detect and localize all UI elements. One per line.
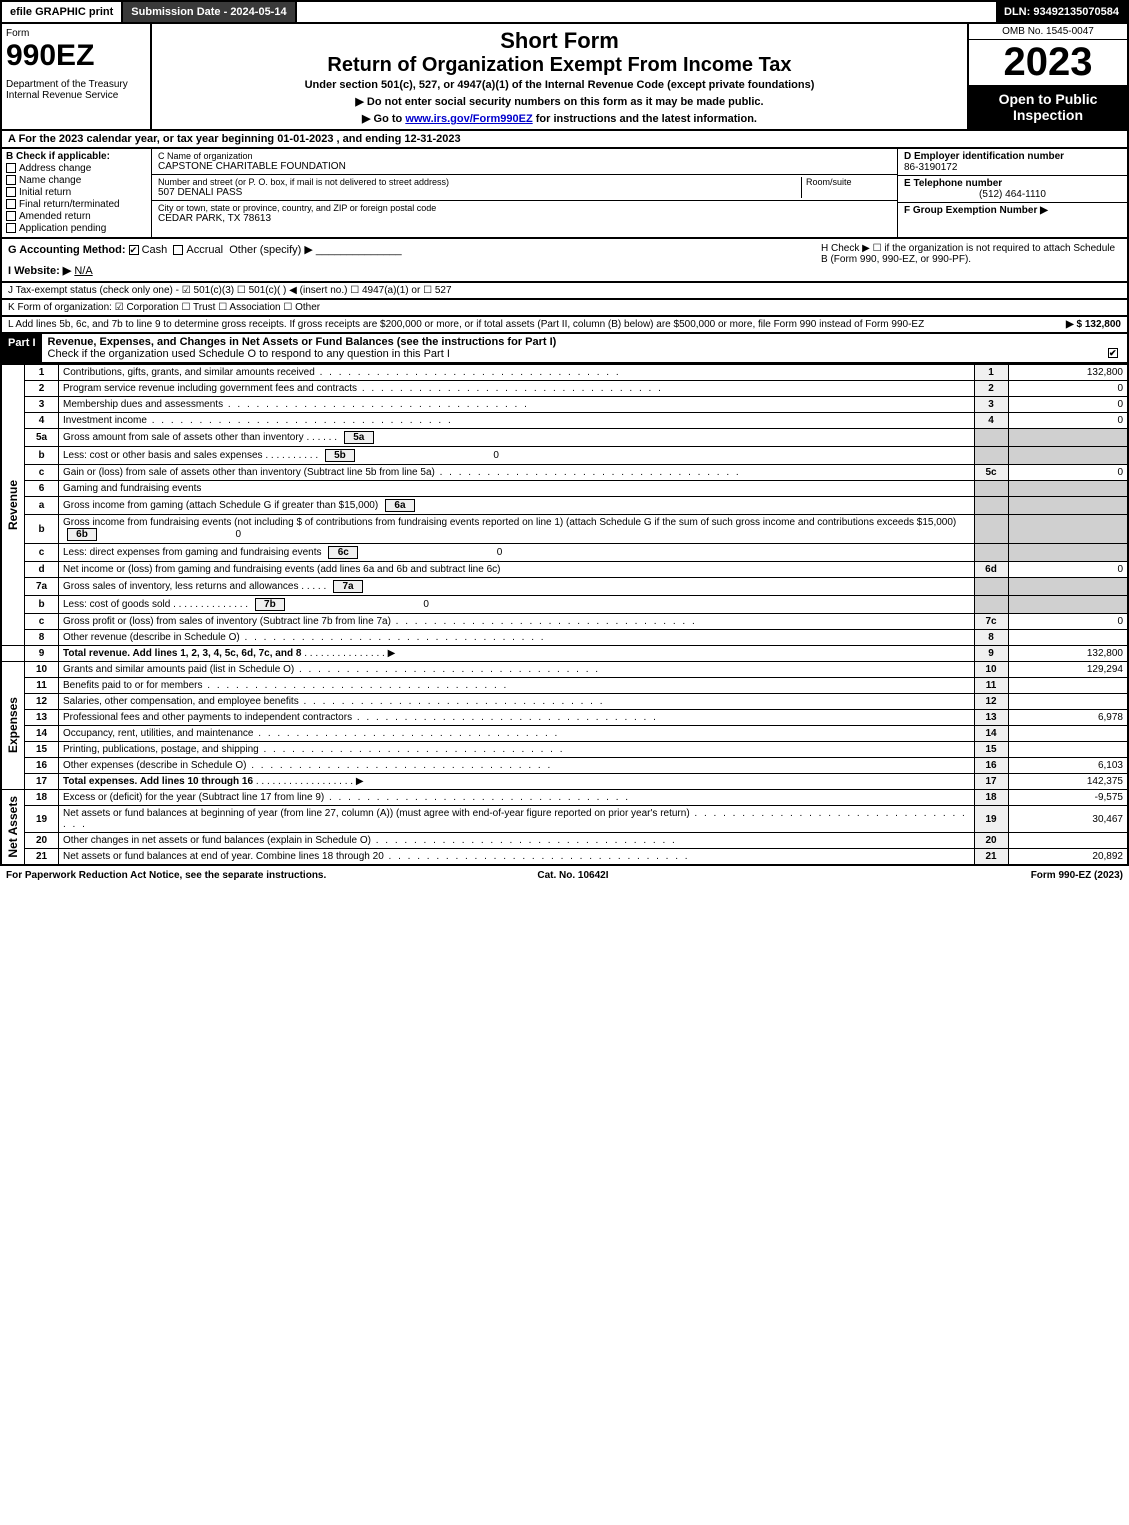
d-ein-label: D Employer identification number xyxy=(904,151,1121,162)
ein-value: 86-3190172 xyxy=(904,162,1121,173)
l-amount: ▶ $ 132,800 xyxy=(1066,319,1121,330)
omb-number: OMB No. 1545-0047 xyxy=(969,24,1127,40)
chk-initial-return[interactable]: Initial return xyxy=(6,187,147,198)
chk-final-return[interactable]: Final return/terminated xyxy=(6,199,147,210)
org-name: CAPSTONE CHARITABLE FOUNDATION xyxy=(158,161,891,172)
top-bar: efile GRAPHIC print Submission Date - 20… xyxy=(0,0,1129,24)
header-left: Form 990EZ Department of the Treasury In… xyxy=(2,24,152,129)
header-right: OMB No. 1545-0047 2023 Open to Public In… xyxy=(967,24,1127,129)
l-gross-receipts: L Add lines 5b, 6c, and 7b to line 9 to … xyxy=(0,317,1129,334)
part1-header-row: Part I Revenue, Expenses, and Changes in… xyxy=(0,334,1129,364)
part1-label: Part I xyxy=(2,334,42,362)
chk-accrual[interactable] xyxy=(173,245,183,255)
footer-left: For Paperwork Reduction Act Notice, see … xyxy=(6,870,326,881)
form-number: 990EZ xyxy=(6,39,146,73)
c-name-label: C Name of organization xyxy=(158,151,891,161)
open-to-public: Open to Public Inspection xyxy=(969,85,1127,129)
h-schedule-b: H Check ▶ ☐ if the organization is not r… xyxy=(821,243,1121,277)
chk-application-pending[interactable]: Application pending xyxy=(6,223,147,234)
part1-title: Revenue, Expenses, and Changes in Net As… xyxy=(48,336,557,348)
header-mid: Short Form Return of Organization Exempt… xyxy=(152,24,967,129)
irs-link[interactable]: www.irs.gov/Form990EZ xyxy=(405,113,532,125)
submission-date-button[interactable]: Submission Date - 2024-05-14 xyxy=(123,2,296,22)
section-bcdef: B Check if applicable: Address change Na… xyxy=(0,149,1129,239)
chk-address-change[interactable]: Address change xyxy=(6,163,147,174)
chk-cash[interactable] xyxy=(129,245,139,255)
note-ssn: ▶ Do not enter social security numbers o… xyxy=(160,95,959,108)
c-city-label: City or town, state or province, country… xyxy=(158,203,891,213)
c-street-label: Number and street (or P. O. box, if mail… xyxy=(158,177,801,187)
org-city: CEDAR PARK, TX 78613 xyxy=(158,213,891,224)
title-short-form: Short Form xyxy=(160,28,959,54)
form-label: Form xyxy=(6,28,146,39)
org-street: 507 DENALI PASS xyxy=(158,187,801,198)
i-website: I Website: ▶ N/A xyxy=(8,264,821,277)
part1-schedule-o-check[interactable] xyxy=(1108,348,1118,358)
footer-form: Form 990-EZ (2023) xyxy=(1031,870,1123,881)
col-c-name-address: C Name of organization CAPSTONE CHARITAB… xyxy=(152,149,897,237)
section-gh: G Accounting Method: Cash Accrual Other … xyxy=(0,239,1129,283)
g-accounting: G Accounting Method: Cash Accrual Other … xyxy=(8,243,821,256)
c-room-label: Room/suite xyxy=(806,177,891,187)
k-form-of-org: K Form of organization: ☑ Corporation ☐ … xyxy=(0,300,1129,317)
e-phone-label: E Telephone number xyxy=(904,178,1121,189)
dept-label: Department of the Treasury Internal Reve… xyxy=(6,79,146,101)
chk-amended-return[interactable]: Amended return xyxy=(6,211,147,222)
row-a-tax-year: A For the 2023 calendar year, or tax yea… xyxy=(0,131,1129,149)
phone-value: (512) 464-1110 xyxy=(904,189,1121,200)
dln-label: DLN: 93492135070584 xyxy=(996,2,1127,22)
tax-year: 2023 xyxy=(969,40,1127,85)
col-b-checkboxes: B Check if applicable: Address change Na… xyxy=(2,149,152,237)
side-expenses: Expenses xyxy=(6,697,20,753)
note-goto-post: for instructions and the latest informat… xyxy=(536,113,757,125)
subtitle: Under section 501(c), 527, or 4947(a)(1)… xyxy=(160,79,959,91)
f-group-label: F Group Exemption Number ▶ xyxy=(904,205,1121,216)
website-value: N/A xyxy=(74,265,92,277)
b-header: B Check if applicable: xyxy=(6,151,147,162)
chk-name-change[interactable]: Name change xyxy=(6,175,147,186)
form-header: Form 990EZ Department of the Treasury In… xyxy=(0,24,1129,131)
j-tax-exempt: J Tax-exempt status (check only one) - ☑… xyxy=(0,283,1129,300)
footer-cat: Cat. No. 10642I xyxy=(537,870,608,881)
footer: For Paperwork Reduction Act Notice, see … xyxy=(0,866,1129,885)
note-goto: ▶ Go to www.irs.gov/Form990EZ for instru… xyxy=(160,112,959,125)
col-d-ein-phone: D Employer identification number 86-3190… xyxy=(897,149,1127,237)
efile-label[interactable]: efile GRAPHIC print xyxy=(2,2,123,22)
note-goto-pre: ▶ Go to xyxy=(362,113,405,125)
side-net-assets: Net Assets xyxy=(6,796,20,858)
side-revenue: Revenue xyxy=(6,480,20,530)
part1-check: Check if the organization used Schedule … xyxy=(48,348,450,360)
part1-table: Revenue 1Contributions, gifts, grants, a… xyxy=(0,364,1129,866)
title-return: Return of Organization Exempt From Incom… xyxy=(160,54,959,77)
